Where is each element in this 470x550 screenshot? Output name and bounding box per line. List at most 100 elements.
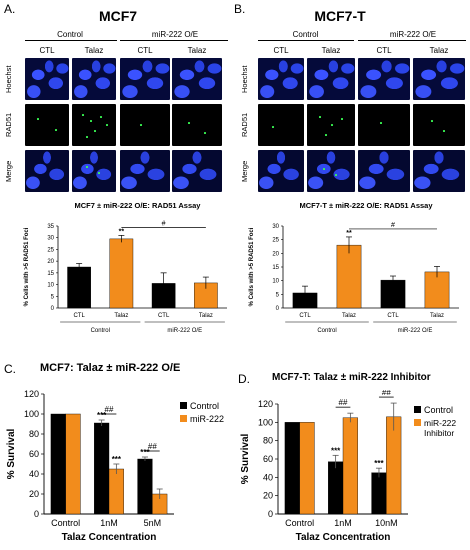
- y-tick-label: 120: [24, 389, 39, 399]
- significance-label: **: [119, 228, 125, 235]
- bar: [371, 472, 387, 515]
- y-axis-label: % Cells with >5 RAD51 Foci: [24, 227, 30, 306]
- col-header: Talaz: [187, 46, 207, 55]
- chart-a-rad51: MCF7 ± miR-222 O/E: RAD51 Assay % Cells w…: [24, 201, 227, 334]
- x-tick-label: CTL: [73, 313, 85, 319]
- bar: [108, 468, 124, 515]
- y-tick-label: 5: [51, 294, 55, 300]
- col-header: CTL: [137, 46, 153, 55]
- chart-title: MCF7-T ± miR-222 O/E: RAD51 Assay: [299, 201, 433, 210]
- x-axis-label: Talaz Concentration: [296, 532, 391, 543]
- y-tick-label: 15: [272, 265, 279, 271]
- y-tick-label: 20: [47, 259, 54, 265]
- legend-label: Inhibitor: [424, 428, 454, 438]
- micrograph-rad51: [120, 104, 170, 146]
- y-tick-label: 60: [263, 454, 273, 464]
- bar: [386, 416, 402, 515]
- micrograph-merge: [120, 150, 170, 192]
- y-tick-label: 25: [47, 247, 54, 253]
- row-label: RAD51: [4, 112, 13, 138]
- y-tick-label: 100: [24, 409, 39, 419]
- y-axis-label: % Survival: [6, 428, 17, 479]
- group-header: miR-222 O/E: [389, 30, 437, 39]
- y-tick-label: 15: [47, 271, 54, 277]
- x-tick-label: 1nM: [334, 518, 352, 528]
- micrograph-hoechst: [307, 58, 355, 100]
- chart-b-rad51: MCF7-T ± miR-222 O/E: RAD51 Assay % Cells…: [249, 201, 459, 334]
- row-label: Hoechst: [4, 65, 13, 93]
- col-header: CTL: [376, 46, 392, 55]
- x-tick-label: Control: [285, 518, 314, 528]
- x-tick-label: Talaz: [342, 313, 356, 319]
- micrograph-hoechst: [358, 58, 410, 100]
- panel-title-d: MCF7-T: Talaz ± miR-222 Inhibitor: [272, 372, 431, 383]
- y-tick-label: 80: [263, 436, 273, 446]
- bar: [109, 238, 134, 309]
- significance-label: #: [162, 220, 166, 227]
- micrograph-rad51: [258, 104, 304, 146]
- row-label: RAD51: [240, 112, 249, 138]
- micrograph-merge: [25, 150, 69, 192]
- group-label: miR-222 O/E: [398, 328, 433, 334]
- y-tick-label: 80: [29, 429, 39, 439]
- x-tick-label: 5nM: [144, 518, 162, 528]
- x-tick-label: Talaz: [199, 313, 213, 319]
- panel-label-d: D.: [238, 372, 250, 386]
- micrograph-rad51: [72, 104, 116, 146]
- micrograph-hoechst: [172, 58, 222, 100]
- x-tick-label: CTL: [387, 313, 399, 319]
- y-tick-label: 10: [47, 283, 54, 289]
- bar: [50, 413, 66, 515]
- bar: [137, 458, 153, 515]
- legend-label: miR-222: [190, 414, 224, 424]
- panel-title-a: MCF7: [98, 8, 138, 24]
- group-header: Control: [57, 30, 83, 39]
- x-tick-label: Talaz: [430, 313, 444, 319]
- chart-c-survival: % Survival 0 20 40 60 80 100 120 Control 1nM 5nM Ta…: [6, 389, 224, 543]
- chart-d-survival: % Survival 0 20 40 60 80 100 120 Control 1nM 10nM T…: [240, 390, 456, 543]
- panel-label-c: C.: [4, 362, 16, 376]
- legend-swatch: [180, 402, 187, 409]
- micrograph-merge: [307, 150, 355, 192]
- y-tick-label: 5: [276, 292, 280, 298]
- y-tick-label: 20: [263, 491, 273, 501]
- micrograph-rad51: [172, 104, 222, 146]
- significance-label: ***: [97, 411, 107, 420]
- y-tick-label: 0: [51, 306, 55, 312]
- x-tick-label: Talaz: [114, 313, 128, 319]
- row-label: Hoechst: [240, 65, 249, 93]
- x-axis-label: Talaz Concentration: [62, 532, 157, 543]
- micrograph-hoechst: [72, 58, 116, 100]
- significance-label: **: [346, 230, 352, 237]
- group-label: miR-222 O/E: [167, 328, 202, 334]
- y-tick-label: 0: [268, 509, 273, 519]
- group-header: Control: [292, 30, 319, 39]
- micrograph-hoechst: [258, 58, 304, 100]
- y-tick-label: 10: [272, 279, 279, 285]
- micrograph-hoechst: [25, 58, 69, 100]
- col-header: Talaz: [429, 46, 449, 55]
- bar: [65, 413, 81, 515]
- y-tick-label: 100: [258, 417, 273, 427]
- y-tick-label: 0: [276, 306, 280, 312]
- micrograph-hoechst: [413, 58, 465, 100]
- y-tick-label: 60: [29, 449, 39, 459]
- group-header: miR-222 O/E: [151, 30, 199, 39]
- row-label: Merge: [4, 160, 13, 182]
- group-label: Control: [317, 328, 336, 334]
- y-tick-label: 20: [29, 489, 39, 499]
- micrograph-rad51: [25, 104, 69, 146]
- bar: [299, 422, 315, 515]
- legend-label: miR-222: [424, 418, 456, 428]
- y-tick-label: 0: [34, 509, 39, 519]
- bar: [342, 417, 358, 515]
- col-header: Talaz: [321, 46, 341, 55]
- y-tick-label: 25: [272, 238, 279, 244]
- micrograph-merge: [358, 150, 410, 192]
- legend-swatch: [180, 415, 187, 422]
- chart-title: MCF7 ± miR-222 O/E: RAD51 Assay: [75, 201, 202, 210]
- col-header: CTL: [273, 46, 289, 55]
- bar: [284, 422, 300, 515]
- bar: [94, 422, 110, 515]
- micrograph-merge: [172, 150, 222, 192]
